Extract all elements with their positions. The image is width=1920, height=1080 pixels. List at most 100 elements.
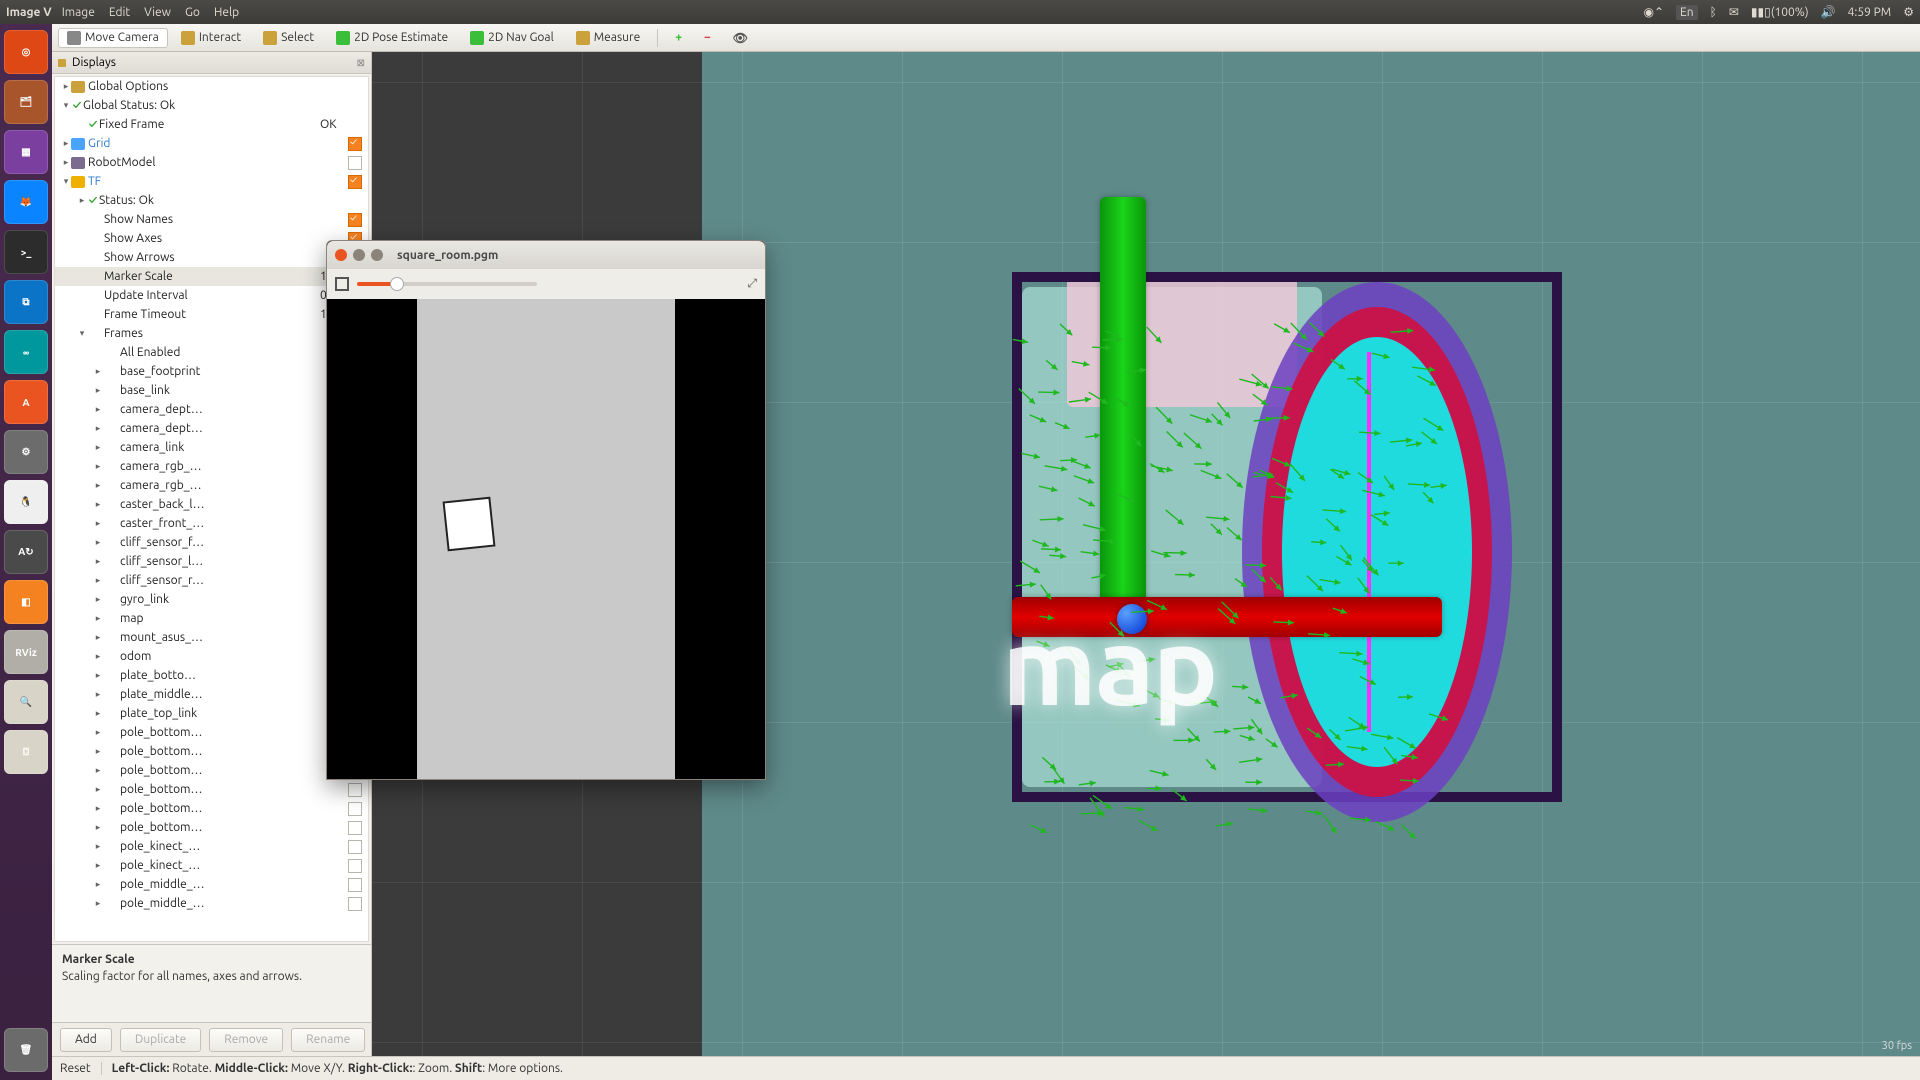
- tree-row[interactable]: ▸Global Options: [55, 77, 368, 96]
- tree-row[interactable]: ▸plate_middle…: [55, 685, 368, 704]
- menu-image[interactable]: Image: [62, 6, 95, 19]
- tree-row[interactable]: ▸camera_rgb_…: [55, 476, 368, 495]
- tree-row[interactable]: ▸pole_bottom…: [55, 799, 368, 818]
- launcher-gazebo[interactable]: ◧: [4, 580, 48, 624]
- tree-row[interactable]: ▸mount_asus_…: [55, 628, 368, 647]
- tree-row[interactable]: Show Names: [55, 210, 368, 229]
- tree-row[interactable]: Update Interval0: [55, 286, 368, 305]
- launcher-image-viewer[interactable]: 🔍: [4, 680, 48, 724]
- launcher-vscode[interactable]: ⧉: [4, 280, 48, 324]
- tree-row[interactable]: ▸pole_bottom…: [55, 761, 368, 780]
- tree-row[interactable]: ▸base_link: [55, 381, 368, 400]
- launcher-software[interactable]: A: [4, 380, 48, 424]
- tree-row[interactable]: All Enabled: [55, 343, 368, 362]
- launcher-files[interactable]: 🗂: [4, 80, 48, 124]
- rename-button[interactable]: Rename: [291, 1028, 365, 1052]
- mail-icon[interactable]: ✉: [1729, 5, 1739, 19]
- tree-row[interactable]: Marker Scale10: [55, 267, 368, 286]
- tree-row[interactable]: ▸pole_bottom…: [55, 818, 368, 837]
- tree-checkbox[interactable]: [348, 783, 362, 797]
- tree-row[interactable]: ▸pole_middle_…: [55, 894, 368, 913]
- displays-tree[interactable]: ▸Global Options▾✓Global Status: Ok✓Fixed…: [54, 76, 369, 942]
- fit-icon[interactable]: [335, 277, 349, 291]
- tree-row[interactable]: ▸pole_kinect_…: [55, 837, 368, 856]
- launcher-firefox[interactable]: 🦊: [4, 180, 48, 224]
- tree-row[interactable]: ▸camera_dept…: [55, 419, 368, 438]
- bluetooth-icon[interactable]: ᛒ: [1710, 6, 1717, 19]
- tree-row[interactable]: ▸✓Status: Ok: [55, 191, 368, 210]
- tree-row[interactable]: ▸odom: [55, 647, 368, 666]
- tree-checkbox[interactable]: [348, 840, 362, 854]
- tree-row[interactable]: ▸cliff_sensor_r…: [55, 571, 368, 590]
- tree-row[interactable]: ▸plate_botto…: [55, 666, 368, 685]
- gear-icon[interactable]: ⚙: [1903, 5, 1914, 19]
- tree-row[interactable]: ▸camera_link: [55, 438, 368, 457]
- tree-row[interactable]: ▸cliff_sensor_l…: [55, 552, 368, 571]
- zoom-slider[interactable]: [357, 282, 537, 286]
- menu-help[interactable]: Help: [214, 6, 239, 19]
- tree-checkbox[interactable]: [348, 175, 362, 189]
- add-button[interactable]: Add: [60, 1028, 112, 1052]
- tree-row[interactable]: ▸base_footprint: [55, 362, 368, 381]
- tree-row[interactable]: ▸Grid: [55, 134, 368, 153]
- tool-2d-nav[interactable]: 2D Nav Goal: [461, 28, 563, 48]
- tree-row[interactable]: Frame Timeout15: [55, 305, 368, 324]
- duplicate-button[interactable]: Duplicate: [120, 1028, 201, 1052]
- tree-row[interactable]: ▸pole_bottom…: [55, 723, 368, 742]
- launcher-trash[interactable]: 🗑: [4, 1028, 48, 1072]
- tree-row[interactable]: ▸camera_rgb_…: [55, 457, 368, 476]
- launcher-dash[interactable]: ◎: [4, 30, 48, 74]
- launcher-terminal[interactable]: >_: [4, 230, 48, 274]
- launcher-tux[interactable]: 🐧: [4, 480, 48, 524]
- minimize-window-icon[interactable]: [353, 249, 365, 261]
- battery-icon[interactable]: ▮▮▯ (100%): [1751, 5, 1809, 19]
- menu-view[interactable]: View: [144, 6, 171, 19]
- tree-row[interactable]: ▸pole_bottom…: [55, 742, 368, 761]
- tree-row[interactable]: Show Axes: [55, 229, 368, 248]
- imgwin-titlebar[interactable]: square_room.pgm: [327, 241, 765, 269]
- tree-row[interactable]: ▸caster_back_l…: [55, 495, 368, 514]
- menu-go[interactable]: Go: [185, 6, 200, 19]
- tree-checkbox[interactable]: [348, 859, 362, 873]
- tree-row[interactable]: ▸pole_middle_…: [55, 875, 368, 894]
- focus-focus_eye[interactable]: 👁: [724, 28, 757, 48]
- tree-row[interactable]: Show Arrows: [55, 248, 368, 267]
- launcher-rviz[interactable]: RViz: [4, 630, 48, 674]
- clock[interactable]: 4:59 PM: [1848, 6, 1892, 19]
- focus-focus_sub[interactable]: −: [695, 28, 720, 47]
- tree-row[interactable]: ▸caster_front_…: [55, 514, 368, 533]
- lang-indicator[interactable]: En: [1676, 5, 1698, 20]
- tree-row[interactable]: ▾✓Global Status: Ok: [55, 96, 368, 115]
- close-window-icon[interactable]: [335, 249, 347, 261]
- maximize-window-icon[interactable]: [371, 249, 383, 261]
- displays-header[interactable]: Displays ⊠: [52, 52, 371, 74]
- fullscreen-icon[interactable]: ⤢: [747, 277, 757, 291]
- tree-checkbox[interactable]: [348, 821, 362, 835]
- tree-row[interactable]: ▸map: [55, 609, 368, 628]
- tree-row[interactable]: ▸cliff_sensor_f…: [55, 533, 368, 552]
- focus-focus_add[interactable]: +: [666, 28, 691, 47]
- tool-select[interactable]: Select: [254, 28, 323, 48]
- tree-checkbox[interactable]: [348, 897, 362, 911]
- tree-row[interactable]: ▸pole_bottom…: [55, 780, 368, 799]
- tool-interact[interactable]: Interact: [172, 28, 250, 48]
- tree-checkbox[interactable]: [348, 156, 362, 170]
- wifi-icon[interactable]: ◉⌃: [1644, 5, 1665, 19]
- tree-row[interactable]: ▾TF: [55, 172, 368, 191]
- tree-row[interactable]: ▸pole_kinect_…: [55, 856, 368, 875]
- remove-button[interactable]: Remove: [209, 1028, 283, 1052]
- tree-checkbox[interactable]: [348, 802, 362, 816]
- launcher-updater[interactable]: A↻: [4, 530, 48, 574]
- launcher-settings[interactable]: ⚙: [4, 430, 48, 474]
- tree-row[interactable]: ▾Frames: [55, 324, 368, 343]
- launcher-arduino[interactable]: ∞: [4, 330, 48, 374]
- tree-checkbox[interactable]: [348, 878, 362, 892]
- volume-icon[interactable]: 🔊: [1821, 5, 1836, 19]
- tree-row[interactable]: ▸plate_top_link: [55, 704, 368, 723]
- close-panel-icon[interactable]: ⊠: [357, 57, 365, 69]
- tree-row[interactable]: ✓Fixed FrameOK: [55, 115, 368, 134]
- menu-edit[interactable]: Edit: [109, 6, 130, 19]
- image-viewer-window[interactable]: square_room.pgm ⤢: [326, 240, 766, 780]
- launcher-disk[interactable]: ⌼: [4, 730, 48, 774]
- tree-checkbox[interactable]: [348, 213, 362, 227]
